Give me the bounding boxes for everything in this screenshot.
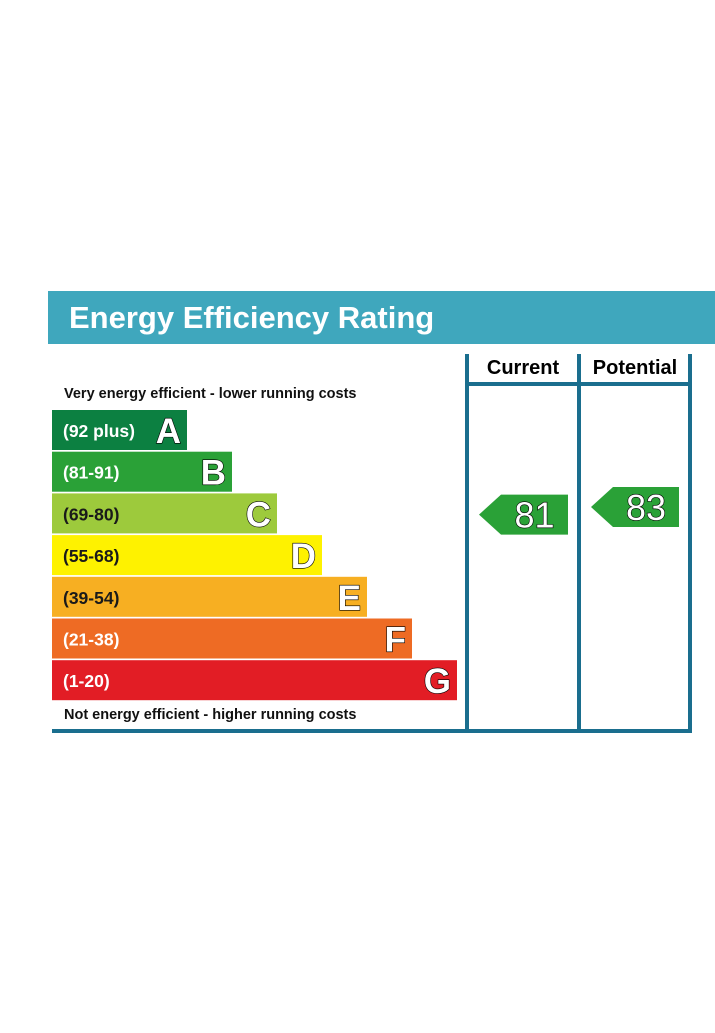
- band-f-bar: [52, 618, 412, 659]
- band-c: (69-80) C: [52, 493, 277, 535]
- band-g-range: (1-20): [63, 671, 110, 691]
- band-g-letter: G: [424, 662, 451, 701]
- band-e-range: (39-54): [63, 588, 119, 608]
- rating-marker-current: 81: [479, 494, 568, 536]
- rating-markers: 81 83: [479, 486, 679, 536]
- top-note: Very energy efficient - lower running co…: [64, 386, 357, 402]
- band-f-letter: F: [385, 621, 406, 660]
- band-d: (55-68) D: [52, 535, 322, 577]
- band-d-bar: [52, 535, 322, 576]
- band-c-letter: C: [246, 495, 271, 534]
- column-header-potential: Potential: [593, 357, 677, 379]
- band-d-range: (55-68): [63, 546, 119, 566]
- column-header-current: Current: [487, 357, 560, 379]
- band-f: (21-38) F: [52, 618, 412, 660]
- band-a-bar: [52, 410, 187, 450]
- band-e-letter: E: [338, 579, 361, 618]
- band-g: (1-20) G: [52, 660, 457, 702]
- band-b-range: (81-91): [63, 463, 119, 483]
- band-c-range: (69-80): [63, 504, 119, 524]
- band-b-bar: [52, 451, 232, 492]
- rating-value-current: 81: [514, 495, 554, 536]
- band-g-bar: [52, 660, 457, 701]
- rating-marker-potential: 83: [591, 486, 679, 529]
- rating-arrow-potential: [591, 487, 679, 528]
- band-b-letter: B: [201, 454, 226, 493]
- band-e-bar: [52, 576, 367, 617]
- bottom-note: Not energy efficient - higher running co…: [64, 707, 356, 723]
- band-f-range: (21-38): [63, 630, 119, 650]
- band-c-bar: [52, 493, 277, 534]
- band-b: (81-91) B: [52, 451, 232, 493]
- band-d-letter: D: [291, 537, 316, 576]
- rating-arrow-current: [479, 494, 568, 535]
- rating-value-potential: 83: [626, 487, 666, 528]
- frame: [52, 354, 692, 733]
- rating-bands: (92 plus) A(81-91) B(69-80) C(55-68) D(39-54…: [52, 410, 457, 702]
- title-band: [48, 291, 715, 344]
- band-e: (39-54) E: [52, 576, 367, 618]
- band-a: (92 plus) A: [52, 410, 187, 452]
- chart-title: Energy Efficiency Rating: [69, 300, 434, 335]
- band-a-range: (92 plus): [63, 421, 135, 441]
- band-a-letter: A: [156, 412, 181, 451]
